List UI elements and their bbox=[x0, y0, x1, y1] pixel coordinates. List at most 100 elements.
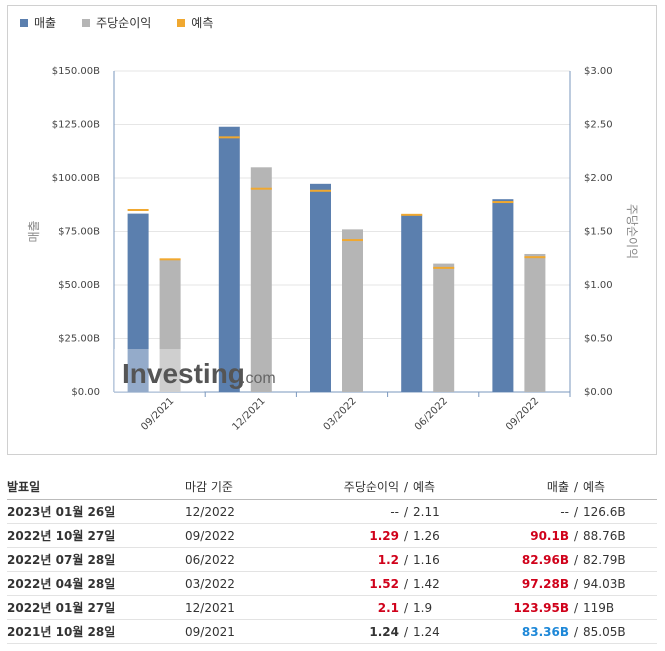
eps-separator: / bbox=[403, 552, 409, 567]
revenue-bar bbox=[401, 214, 423, 392]
y-left-tick-label: $50.00B bbox=[58, 280, 100, 291]
y-right-tick-label: $0.50 bbox=[584, 334, 613, 345]
y-left-tick-label: $75.00B bbox=[58, 227, 100, 238]
eps-value: -- bbox=[390, 504, 399, 519]
y-left-tick-label: $0.00 bbox=[71, 387, 100, 398]
investing-logo: Investing bbox=[122, 358, 245, 389]
revenue-separator: / bbox=[573, 624, 579, 639]
cell-date: 2022년 04월 28일 bbox=[7, 571, 185, 596]
y-right-tick-label: $1.50 bbox=[584, 227, 613, 238]
header-date[interactable]: 발표일 bbox=[7, 473, 185, 500]
header-eps[interactable]: 주당순이익 / bbox=[305, 473, 413, 500]
eps-bar bbox=[524, 253, 546, 392]
cell-eps: 1.52 / bbox=[305, 571, 413, 596]
cell-revenue: 123.95B / bbox=[477, 595, 583, 620]
forecast-swatch-icon bbox=[177, 18, 186, 27]
eps-bar bbox=[250, 167, 272, 392]
cell-date: 2021년 10월 28일 bbox=[7, 619, 185, 644]
eps-value: 1.24 bbox=[369, 624, 399, 639]
cell-revenue-forecast: 85.05B bbox=[583, 619, 657, 644]
revenue-value: 82.96B bbox=[521, 552, 569, 567]
cell-date: 2022년 07월 28일 bbox=[7, 547, 185, 572]
eps-swatch-icon bbox=[82, 18, 91, 27]
y-left-tick-label: $100.00B bbox=[52, 173, 100, 184]
y-left-tick-label: $150.00B bbox=[52, 66, 100, 77]
cell-revenue-forecast: 94.03B bbox=[583, 571, 657, 596]
cell-period: 09/2021 bbox=[185, 619, 305, 644]
revenue-bar bbox=[218, 126, 240, 392]
watermark-band bbox=[114, 349, 204, 392]
eps-separator: / bbox=[403, 624, 409, 639]
revenue-forecast-marker bbox=[310, 189, 331, 192]
revenue-forecast-marker bbox=[218, 136, 240, 139]
header-revenue[interactable]: 매출 / bbox=[477, 473, 583, 500]
cell-date: 2022년 10월 27일 bbox=[7, 523, 185, 548]
cell-revenue: 90.1B / bbox=[477, 523, 583, 548]
y-right-tick-label: $2.50 bbox=[584, 120, 613, 131]
x-tick-label: 09/2021 bbox=[139, 396, 176, 433]
legend-item-revenue[interactable]: 매출 bbox=[20, 14, 56, 31]
y-right-tick-label: $3.00 bbox=[584, 66, 613, 77]
header-eps-forecast[interactable]: 예측 bbox=[413, 473, 477, 500]
y-left-tick-label: $125.00B bbox=[52, 120, 100, 131]
table-row: 2022년 04월 28일 03/2022 1.52 / 1.42 97.28B / 94.0… bbox=[7, 571, 657, 596]
header-revenue-forecast[interactable]: 예측 bbox=[583, 473, 657, 500]
revenue-value: 123.95B bbox=[513, 600, 569, 615]
eps-value: 2.1 bbox=[377, 600, 399, 615]
legend-label-forecast: 예측 bbox=[191, 16, 214, 30]
cell-period: 12/2021 bbox=[185, 595, 305, 620]
cell-eps: 1.2 / bbox=[305, 547, 413, 572]
y-right-axis-title: 주당순이익 bbox=[625, 204, 639, 259]
cell-revenue-forecast: 126.6B bbox=[583, 499, 657, 524]
cell-revenue: 97.28B / bbox=[477, 571, 583, 596]
x-tick-label: 03/2022 bbox=[322, 396, 359, 433]
cell-revenue-forecast: 82.79B bbox=[583, 547, 657, 572]
cell-date: 2022년 01월 27일 bbox=[7, 595, 185, 620]
revenue-forecast-marker bbox=[401, 213, 423, 216]
cell-eps-forecast: 1.24 bbox=[413, 619, 477, 644]
eps-separator: / bbox=[403, 504, 409, 519]
table-row: 2023년 01월 26일 12/2022 -- / 2.11 -- / 126.6B bbox=[7, 499, 657, 524]
table-header-row: 발표일 마감 기준 주당순이익 / 예측 매출 / 예측 bbox=[7, 473, 657, 500]
eps-bar bbox=[342, 229, 363, 392]
eps-value: 1.52 bbox=[369, 576, 399, 591]
table-row: 2022년 07월 28일 06/2022 1.2 / 1.16 82.96B / 82.79… bbox=[7, 547, 657, 572]
eps-forecast-marker bbox=[159, 258, 181, 261]
y-right-tick-label: $2.00 bbox=[584, 173, 613, 184]
legend-item-forecast[interactable]: 예측 bbox=[177, 14, 213, 31]
header-period[interactable]: 마감 기준 bbox=[185, 473, 305, 500]
eps-value: 1.2 bbox=[377, 552, 399, 567]
eps-separator: / bbox=[403, 600, 409, 615]
x-tick-label: 06/2022 bbox=[413, 396, 450, 433]
cell-eps-forecast: 1.42 bbox=[413, 571, 477, 596]
revenue-value: 90.1B bbox=[530, 528, 569, 543]
earnings-table: 발표일 마감 기준 주당순이익 / 예측 매출 / 예측 2023년 01월 26일… bbox=[7, 473, 657, 644]
cell-period: 06/2022 bbox=[185, 547, 305, 572]
y-right-tick-label: $1.00 bbox=[584, 280, 613, 291]
cell-revenue: -- / bbox=[477, 499, 583, 524]
y-left-tick-label: $25.00B bbox=[58, 334, 100, 345]
investing-logo-suffix: .com bbox=[241, 370, 276, 387]
cell-eps-forecast: 2.11 bbox=[413, 499, 477, 524]
earnings-chart: 매출 주당순이익 예측 $0.00 $0.00 $25.00B $0.50 $50.00… bbox=[7, 5, 657, 455]
cell-period: 12/2022 bbox=[185, 499, 305, 524]
cell-period: 03/2022 bbox=[185, 571, 305, 596]
revenue-swatch-icon bbox=[20, 18, 28, 27]
header-revenue-label: 매출 bbox=[546, 479, 569, 494]
revenue-separator: / bbox=[573, 528, 579, 543]
cell-date: 2023년 01월 26일 bbox=[7, 499, 185, 524]
cell-revenue-forecast: 119B bbox=[583, 595, 657, 620]
revenue-forecast-marker bbox=[492, 201, 514, 204]
legend-item-eps[interactable]: 주당순이익 bbox=[82, 14, 151, 31]
revenue-separator: / bbox=[573, 600, 579, 615]
y-left-axis-title: 매출 bbox=[27, 220, 41, 242]
eps-forecast-marker bbox=[342, 239, 363, 242]
revenue-bar bbox=[310, 183, 331, 392]
legend-label-revenue: 매출 bbox=[34, 16, 57, 30]
cell-revenue: 83.36B / bbox=[477, 619, 583, 644]
eps-separator: / bbox=[403, 528, 409, 543]
table-row: 2022년 01월 27일 12/2021 2.1 / 1.9 123.95B / 119B bbox=[7, 595, 657, 620]
eps-bar bbox=[159, 259, 181, 392]
cell-eps-forecast: 1.26 bbox=[413, 523, 477, 548]
table-row: 2022년 10월 27일 09/2022 1.29 / 1.26 90.1B / 88.76… bbox=[7, 523, 657, 548]
